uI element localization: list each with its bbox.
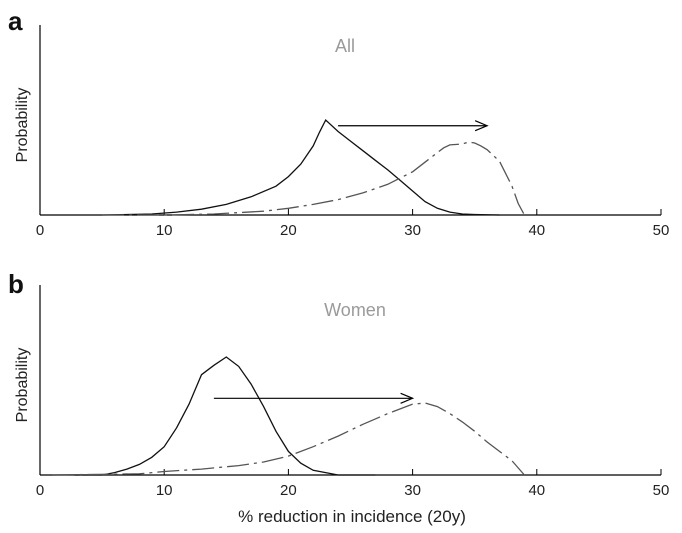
shift-arrow-head <box>400 392 415 404</box>
series-line-dashed <box>102 141 525 216</box>
series-line-solid <box>102 118 500 216</box>
x-tick-label: 20 <box>280 222 297 239</box>
x-tick-label: 50 <box>653 482 670 499</box>
y-axis-label: Probability <box>14 88 31 163</box>
series-line-solid <box>52 356 376 476</box>
x-tick-label: 20 <box>280 482 297 499</box>
panel-title: Women <box>324 300 386 320</box>
x-tick-label: 30 <box>404 482 421 499</box>
y-axis-label: Probability <box>14 348 31 423</box>
x-tick-label: 10 <box>156 222 173 239</box>
x-tick-label: 50 <box>653 222 670 239</box>
panel-letter: a <box>8 6 23 36</box>
series-line-dashed <box>52 402 525 476</box>
panel-a: a All Probability 0 10 20 30 40 50 <box>8 6 669 239</box>
x-tick-label: 10 <box>156 482 173 499</box>
x-tick-label: 40 <box>528 222 545 239</box>
x-tick-label: 0 <box>36 222 44 239</box>
x-axis-label: % reduction in incidence (20y) <box>238 507 466 526</box>
x-tick-label: 0 <box>36 482 44 499</box>
x-tick-label: 40 <box>528 482 545 499</box>
x-tick-label: 30 <box>404 222 421 239</box>
panel-title: All <box>335 36 355 56</box>
panel-letter: b <box>8 269 24 299</box>
shift-arrow-head <box>474 120 489 132</box>
panel-b: b Women Probability 0 10 20 30 40 50 <box>8 269 669 499</box>
